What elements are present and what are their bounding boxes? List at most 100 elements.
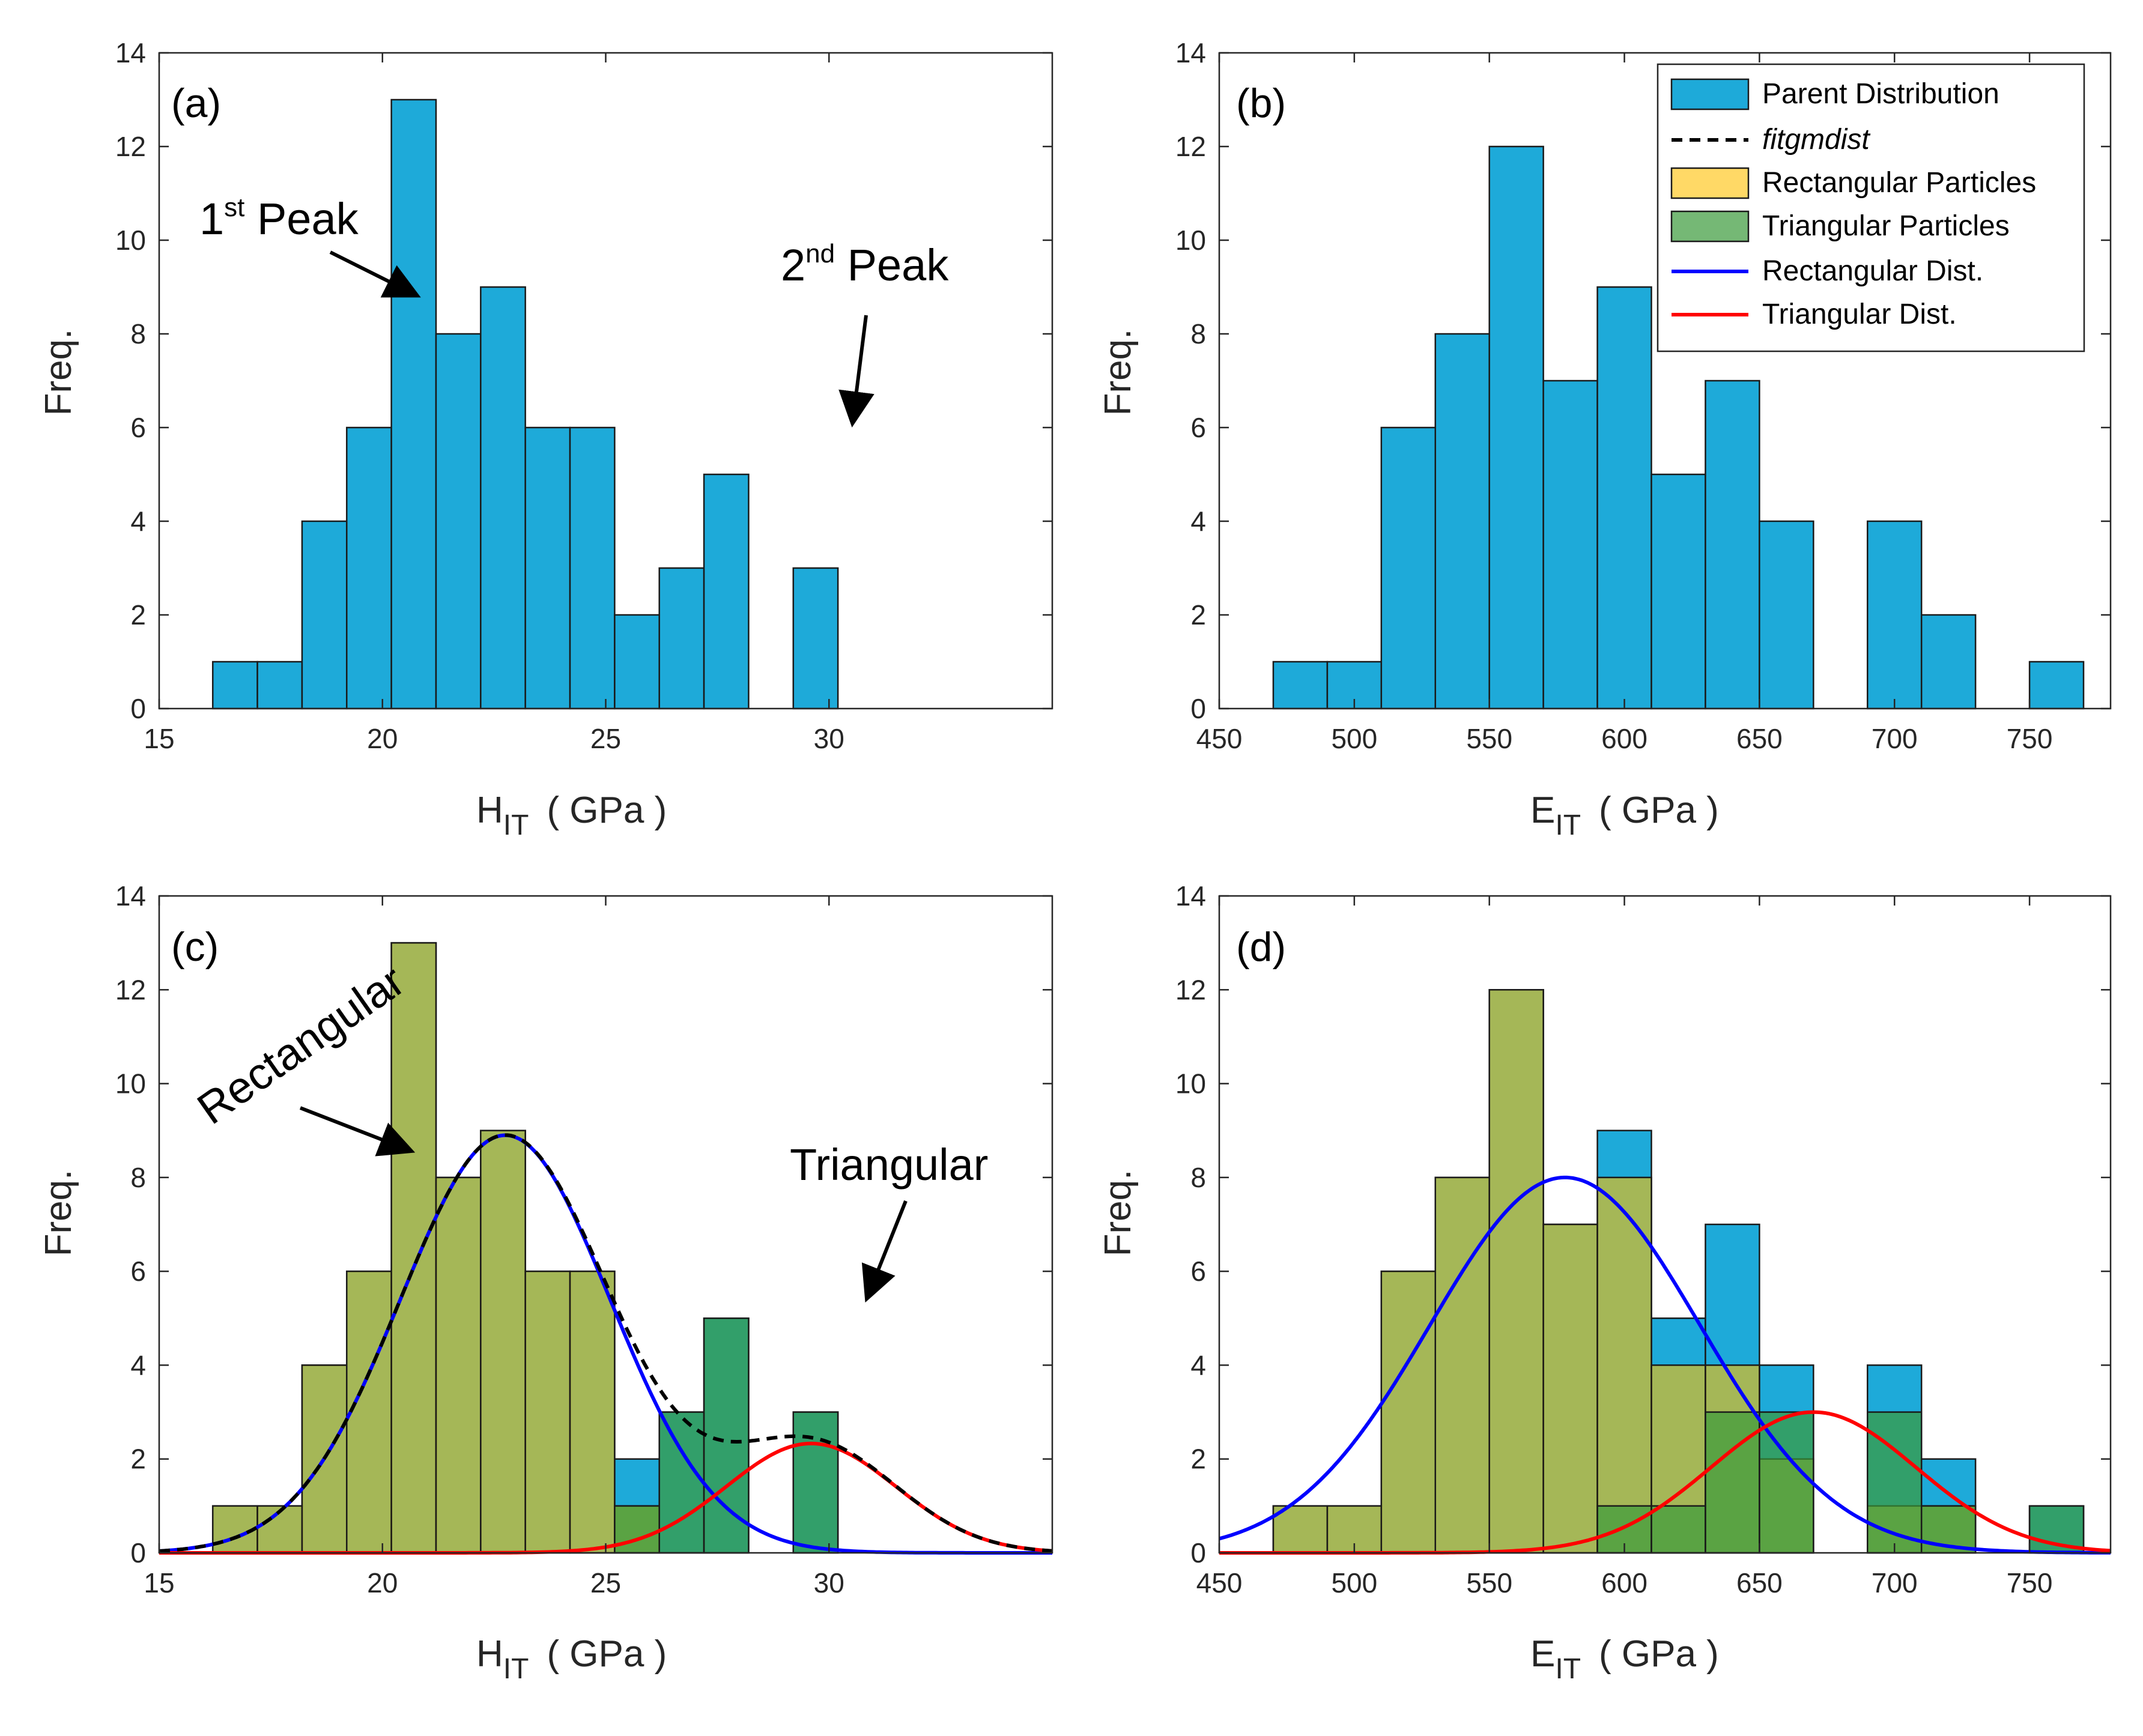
x-tick-label: 15 — [144, 1567, 174, 1598]
x-axis-symbol: H — [476, 790, 503, 831]
y-tick-label: 14 — [1175, 880, 1206, 912]
axes-frame — [1218, 52, 2112, 710]
axis-ticks: 0 2 4 6 8 10 12 14 450 500 550 600 650 700 750 — [1175, 880, 2111, 1598]
panel-label: (c) — [171, 924, 219, 970]
y-tick-label: 14 — [1175, 37, 1206, 68]
y-tick-label: 0 — [1190, 693, 1206, 724]
bar-parent-distribution-2 — [1380, 426, 1437, 710]
legend-swatch-tri-particles — [1670, 210, 1750, 243]
y-axis-label: Freq. — [38, 329, 79, 416]
rectangular-dist-curve — [1219, 1175, 2111, 1555]
first-peak-annotation: 1st Peak — [199, 193, 359, 244]
x-tick-label: 650 — [1736, 1567, 1783, 1598]
triangular-annotation: Triangular — [790, 1140, 988, 1190]
bar-rectangular-particles-2 — [1380, 1270, 1437, 1554]
x-axis-unit: ( GPa ) — [547, 790, 667, 831]
x-tick-label: 550 — [1466, 1567, 1512, 1598]
y-tick-label: 14 — [115, 37, 146, 68]
bar-parent-distribution-6 — [1596, 286, 1652, 710]
legend-box — [1657, 63, 2085, 352]
second-peak-annotation: 2nd Peak — [781, 239, 949, 290]
bar-parent-distribution-14 — [2028, 661, 2085, 710]
y-tick-label: 12 — [115, 974, 146, 1005]
bar-triangular-particles-10 — [658, 1411, 705, 1554]
first-peak-sup: st — [224, 193, 244, 222]
y-tick-label: 10 — [115, 225, 146, 256]
y-tick-label: 12 — [115, 131, 146, 162]
bar-triangular-particles-11 — [1867, 1411, 1923, 1554]
plot-box — [1218, 52, 2112, 710]
first-peak-arrow — [329, 250, 421, 298]
x-tick-label: 700 — [1872, 1567, 1918, 1598]
panel-b: 0 2 4 6 8 10 12 14 450 500 550 600 650 700 750 (b) Fre… — [1097, 37, 2112, 841]
x-tick-label: 25 — [590, 1567, 621, 1598]
first-peak-rest: Peak — [244, 194, 359, 244]
x-tick-label: 25 — [590, 723, 621, 754]
y-tick-label: 6 — [1190, 1256, 1206, 1287]
bar-parent-distribution-7 — [1650, 473, 1706, 710]
x-tick-label: 600 — [1601, 723, 1647, 754]
legend-label-fit: fitgmdist — [1762, 124, 1870, 156]
x-axis-unit: ( GPa ) — [1599, 790, 1719, 831]
y-tick-label: 8 — [1190, 1162, 1206, 1193]
legend-label-rect-particles: Rectangular Particles — [1762, 167, 2036, 199]
y-axis-label: Freq. — [1097, 1170, 1139, 1257]
y-tick-label: 0 — [130, 1537, 146, 1568]
plot-box — [1218, 895, 2112, 1554]
bar-rectangular-particles-3 — [1434, 1176, 1490, 1554]
x-axis-subscript: IT — [1555, 809, 1581, 841]
panel-c: 0 2 4 6 8 10 12 14 15 20 25 30 (c) Freq. HIT ( GPa )… — [38, 880, 1053, 1685]
y-tick-label: 2 — [1190, 1444, 1206, 1475]
bar-parent-distribution-5 — [435, 333, 482, 710]
x-tick-label: 30 — [814, 1567, 844, 1598]
y-tick-label: 4 — [130, 506, 146, 537]
y-tick-label: 4 — [130, 1349, 146, 1381]
rectangular-arrow — [299, 1106, 416, 1157]
second-peak-arrow — [838, 315, 874, 428]
bar-parent-distribution-1 — [256, 661, 303, 710]
legend-swatch-parent — [1670, 78, 1750, 110]
y-tick-label: 8 — [130, 318, 146, 349]
legend-label-tri-dist: Triangular Dist. — [1762, 298, 1957, 330]
bar-parent-distribution-11 — [1867, 520, 1923, 710]
x-tick-label: 450 — [1196, 1567, 1243, 1598]
bar-parent-distribution-11 — [703, 473, 750, 710]
bar-rectangular-particles-7 — [524, 1270, 571, 1554]
y-tick-label: 6 — [1190, 412, 1206, 443]
bar-parent-distribution-3 — [1434, 333, 1490, 710]
axis-ticks: 0 2 4 6 8 10 12 14 450 500 550 600 650 700 750 — [1175, 37, 2111, 754]
bar-parent-distribution-13 — [792, 567, 839, 710]
x-tick-label: 650 — [1736, 723, 1783, 754]
y-tick-label: 2 — [130, 599, 146, 631]
bar-rectangular-particles-8 — [569, 1270, 616, 1554]
second-peak-number: 2 — [781, 240, 805, 290]
bar-parent-distribution-2 — [301, 520, 348, 710]
histogram-bars — [1272, 989, 2085, 1554]
bar-triangular-particles-11 — [703, 1317, 750, 1554]
y-tick-label: 8 — [1190, 318, 1206, 349]
panel-label: (d) — [1236, 924, 1286, 970]
x-tick-label: 600 — [1601, 1567, 1647, 1598]
bar-parent-distribution-4 — [390, 98, 437, 710]
bar-rectangular-particles-1 — [256, 1505, 303, 1554]
bar-parent-distribution-3 — [346, 426, 392, 710]
bar-parent-distribution-4 — [1488, 145, 1544, 710]
y-tick-label: 0 — [1190, 1537, 1206, 1568]
bar-rectangular-particles-6 — [480, 1130, 526, 1554]
y-tick-label: 10 — [1175, 225, 1206, 256]
x-axis-symbol: E — [1530, 790, 1555, 831]
y-tick-label: 2 — [1190, 599, 1206, 631]
second-peak-rest: Peak — [835, 240, 949, 290]
bar-parent-distribution-9 — [1759, 520, 1814, 710]
x-axis-symbol: E — [1530, 1633, 1555, 1675]
x-axis-label: EIT ( GPa ) — [1530, 1633, 1719, 1685]
y-tick-label: 12 — [1175, 131, 1206, 162]
x-tick-label: 450 — [1196, 723, 1243, 754]
y-tick-label: 4 — [1190, 1349, 1206, 1381]
histogram-bars — [211, 98, 839, 710]
x-tick-label: 15 — [144, 723, 174, 754]
